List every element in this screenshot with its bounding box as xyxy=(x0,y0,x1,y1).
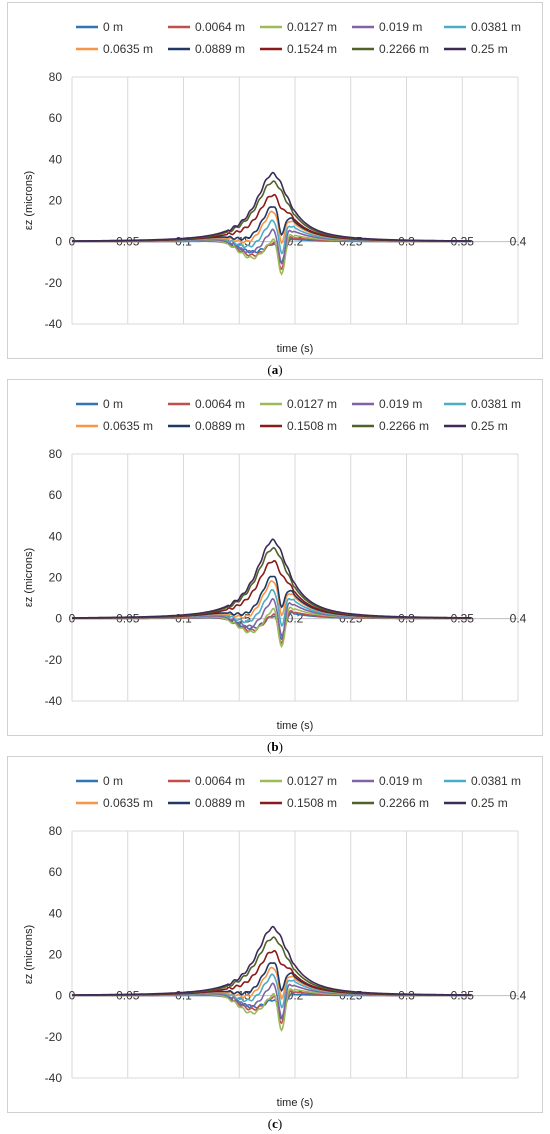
y-tick-label-7: -40 xyxy=(45,317,63,331)
legend-label-5: 0.0381 m xyxy=(471,20,521,34)
legend-label-10: 0.25 m xyxy=(471,796,508,810)
legend-label-5: 0.0381 m xyxy=(471,774,521,788)
chart-frame-c: 0 m 0.0064 m 0.0127 m 0.019 m 0.0381 m 0.0635… xyxy=(7,756,543,1113)
y-tick-label-6: -20 xyxy=(45,276,63,290)
x-tick-label-9: 0.4 xyxy=(510,989,527,1003)
caption-a: (a) xyxy=(267,362,283,377)
series-line-10 xyxy=(72,538,472,619)
y-tick-label-7: -40 xyxy=(45,694,63,708)
y-tick-label-2: 60 xyxy=(49,111,63,125)
legend-label-8: 0.1524 m xyxy=(287,42,337,56)
y-tick-label-1: 80 xyxy=(49,447,63,461)
legend-label-1: 0 m xyxy=(103,20,123,34)
x-tick-label-9: 0.4 xyxy=(510,612,527,626)
x-axis-title: time (s) xyxy=(277,343,314,355)
y-tick-label-1: 80 xyxy=(49,70,63,84)
y-tick-label-4: 20 xyxy=(49,571,63,585)
chart-a: 0 m 0.0064 m 0.0127 m 0.019 m 0.0381 m 0.0635… xyxy=(23,20,527,355)
y-tick-label-6: -20 xyxy=(45,653,63,667)
legend-label-6: 0.0635 m xyxy=(103,796,153,810)
legend-label-4: 0.019 m xyxy=(379,397,422,411)
caption-b: (b) xyxy=(267,739,283,754)
y-tick-label-3: 40 xyxy=(49,906,63,920)
y-tick-label-5: 0 xyxy=(55,989,62,1003)
series-line-9 xyxy=(72,546,472,619)
legend-label-10: 0.25 m xyxy=(471,419,508,433)
y-tick-label-5: 0 xyxy=(55,235,62,249)
legend-label-1: 0 m xyxy=(103,397,123,411)
legend-label-7: 0.0889 m xyxy=(195,796,245,810)
series-line-9 xyxy=(72,936,472,996)
x-axis-title: time (s) xyxy=(277,1097,314,1109)
y-tick-label-4: 20 xyxy=(49,194,63,208)
caption-a-label: a xyxy=(271,362,279,377)
chart-frame-b: 0 m 0.0064 m 0.0127 m 0.019 m 0.0381 m 0.0635… xyxy=(7,379,543,736)
y-tick-label-6: -20 xyxy=(45,1030,63,1044)
y-tick-label-1: 80 xyxy=(49,824,63,838)
legend-label-10: 0.25 m xyxy=(471,42,508,56)
y-tick-label-5: 0 xyxy=(55,612,62,626)
chart-b: 0 m 0.0064 m 0.0127 m 0.019 m 0.0381 m 0.0635… xyxy=(23,397,527,732)
legend-label-4: 0.019 m xyxy=(379,20,422,34)
chart-c: 0 m 0.0064 m 0.0127 m 0.019 m 0.0381 m 0.0635… xyxy=(23,774,527,1109)
y-axis-title: εz (microns) xyxy=(23,925,35,984)
y-tick-label-3: 40 xyxy=(49,152,63,166)
legend-label-3: 0.0127 m xyxy=(287,774,337,788)
legend-label-9: 0.2266 m xyxy=(379,42,429,56)
y-axis-title: εz (microns) xyxy=(23,548,35,607)
caption-c: (c) xyxy=(267,1116,283,1131)
legend-label-1: 0 m xyxy=(103,774,123,788)
y-tick-label-2: 60 xyxy=(49,488,63,502)
y-axis-title: εz (microns) xyxy=(23,171,35,230)
legend-label-9: 0.2266 m xyxy=(379,419,429,433)
legend-label-3: 0.0127 m xyxy=(287,20,337,34)
legend-label-6: 0.0635 m xyxy=(103,42,153,56)
y-tick-label-3: 40 xyxy=(49,529,63,543)
y-tick-label-4: 20 xyxy=(49,948,63,962)
y-tick-label-2: 60 xyxy=(49,865,63,879)
legend-label-2: 0.0064 m xyxy=(195,20,245,34)
chart-frame-a: 0 m 0.0064 m 0.0127 m 0.019 m 0.0381 m 0.0635… xyxy=(7,2,543,359)
series-line-10 xyxy=(72,925,472,996)
caption-b-label: b xyxy=(271,739,279,754)
legend-label-3: 0.0127 m xyxy=(287,397,337,411)
x-axis-title: time (s) xyxy=(277,720,314,732)
legend-label-7: 0.0889 m xyxy=(195,419,245,433)
legend-label-2: 0.0064 m xyxy=(195,397,245,411)
legend-label-6: 0.0635 m xyxy=(103,419,153,433)
caption-c-label: c xyxy=(272,1116,278,1131)
y-tick-label-7: -40 xyxy=(45,1071,63,1085)
legend-label-7: 0.0889 m xyxy=(195,42,245,56)
legend-label-8: 0.1508 m xyxy=(287,796,337,810)
legend-label-2: 0.0064 m xyxy=(195,774,245,788)
legend-label-8: 0.1508 m xyxy=(287,419,337,433)
legend-label-9: 0.2266 m xyxy=(379,796,429,810)
series-line-10 xyxy=(72,171,472,242)
legend-label-5: 0.0381 m xyxy=(471,397,521,411)
x-tick-label-9: 0.4 xyxy=(510,235,527,249)
legend-label-4: 0.019 m xyxy=(379,774,422,788)
